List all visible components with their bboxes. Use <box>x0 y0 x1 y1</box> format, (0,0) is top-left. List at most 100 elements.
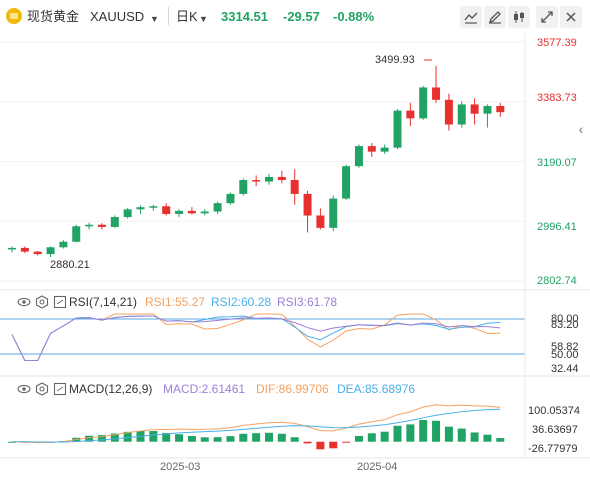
macd-histogram-bar <box>329 441 338 449</box>
macd-histogram-bar <box>406 424 415 442</box>
macd-histogram-bar <box>496 438 505 442</box>
macd-title: MACD(12,26,9) <box>69 382 153 396</box>
rsi-lines <box>0 313 525 362</box>
candles-icon[interactable] <box>508 6 530 28</box>
macd-histogram-bar <box>175 434 184 442</box>
candle-body <box>8 247 16 250</box>
indicator-icon[interactable] <box>53 295 67 309</box>
macd-histogram-bar <box>470 432 479 442</box>
price-axis-label: 2802.74 <box>537 275 577 287</box>
last-price: 3314.51 <box>221 9 268 24</box>
chart-grid <box>0 41 525 282</box>
macd-histogram-bar <box>457 428 466 442</box>
macd-histogram-bar <box>354 435 363 442</box>
chevron-left-icon[interactable]: ‹ <box>578 121 584 137</box>
chart-toolbar: 现货黄金 XAUUSD ▼ 日K ▼ 3314.51 -29.57 -0.88% <box>0 0 590 33</box>
candle-body <box>123 209 132 218</box>
macd-histogram-bar <box>393 425 402 442</box>
high-annotation: 3499.93 <box>375 54 415 66</box>
chart-line-icon[interactable] <box>460 6 482 28</box>
macd-histogram-bar <box>316 441 325 450</box>
candle-body <box>59 241 68 248</box>
macd-histogram-bar <box>226 436 235 442</box>
macd-histogram-bar <box>303 441 312 444</box>
candle-body <box>110 217 119 227</box>
eye-icon[interactable] <box>17 382 31 396</box>
candle-body <box>187 210 196 214</box>
chevron-down-icon[interactable]: ▼ <box>150 14 159 24</box>
macd-histogram-bar <box>367 433 376 442</box>
toolbar-divider <box>168 7 169 25</box>
rsi-axis-label: 83.20 <box>551 319 579 331</box>
settings-icon[interactable] <box>35 382 49 396</box>
rsi-line <box>11 315 501 362</box>
candle-body <box>97 224 106 227</box>
rsi3-value: RSI3:61.78 <box>277 295 338 309</box>
dea-value: DEA:85.68976 <box>337 382 416 396</box>
candle-body <box>239 180 248 194</box>
indicator-icon[interactable] <box>53 382 67 396</box>
macd-axis-label: 36.63697 <box>532 424 578 436</box>
price-axis-label: 3383.73 <box>537 92 577 104</box>
price-axis-label: 3190.07 <box>537 157 577 169</box>
dif-line <box>11 404 501 444</box>
macd-histogram-bar <box>187 436 196 442</box>
macd-histogram-bar <box>277 433 286 442</box>
chevron-down-icon[interactable]: ▼ <box>199 14 208 24</box>
dea-line <box>11 408 501 443</box>
candle-body <box>226 193 235 204</box>
macd-histogram-bar <box>419 420 428 442</box>
symbol-code[interactable]: XAUUSD <box>90 9 145 24</box>
eye-icon[interactable] <box>17 295 31 309</box>
interval-selector[interactable]: 日K <box>176 9 198 24</box>
rsi1-value: RSI1:55.27 <box>145 295 206 309</box>
dif-value: DIF:86.99706 <box>256 382 329 396</box>
macd-histogram-bar <box>97 435 106 442</box>
candle-body <box>175 210 184 214</box>
price-change: -29.57 <box>283 9 320 24</box>
candle-body <box>483 105 492 114</box>
rsi-axis-label: 50.00 <box>551 349 579 361</box>
macd-histogram-bar <box>213 437 222 442</box>
rsi-axis-label: 80.00 <box>551 313 579 325</box>
expand-icon[interactable] <box>536 6 558 28</box>
candle-body <box>406 110 415 119</box>
candle-body <box>380 147 389 152</box>
candle-body <box>277 176 286 181</box>
candle-body <box>354 146 363 167</box>
candle-body <box>393 110 402 148</box>
low-annotation: 2880.21 <box>50 259 90 271</box>
candle-body <box>432 87 441 100</box>
rsi2-value: RSI2:60.28 <box>211 295 272 309</box>
macd-histogram-bar <box>290 437 299 442</box>
macd-histogram-bar <box>252 433 261 442</box>
macd-histogram-bar <box>162 432 171 442</box>
price-change-percent: -0.88% <box>333 9 375 24</box>
pencil-icon[interactable] <box>484 6 506 28</box>
candle-body <box>457 104 466 125</box>
candle-body <box>419 87 428 119</box>
candle-body <box>213 203 222 212</box>
candle-body <box>265 176 273 182</box>
macd-histogram-bar <box>239 433 248 442</box>
settings-icon[interactable] <box>35 295 49 309</box>
candle-body <box>290 180 299 194</box>
x-axis-label: 2025-03 <box>160 461 201 473</box>
candle-body <box>33 251 42 255</box>
candle-body <box>252 180 261 182</box>
price-axis-label: 2996.41 <box>537 221 577 233</box>
candle-body <box>367 146 376 152</box>
close-icon[interactable] <box>560 6 582 28</box>
macd-histogram-bar <box>200 437 209 442</box>
macd-histogram-bar <box>85 435 94 442</box>
candle-body <box>444 99 453 125</box>
gold-coin-icon <box>6 8 22 24</box>
candle-body <box>20 247 29 252</box>
macd-axis-label: 100.05374 <box>528 405 580 417</box>
candlestick-series <box>8 65 505 258</box>
symbol-name[interactable]: 现货黄金 <box>27 9 80 24</box>
macd-axis-label: -26.77979 <box>528 443 578 455</box>
macd-histogram-bar <box>444 426 453 442</box>
candle-body <box>342 166 351 199</box>
